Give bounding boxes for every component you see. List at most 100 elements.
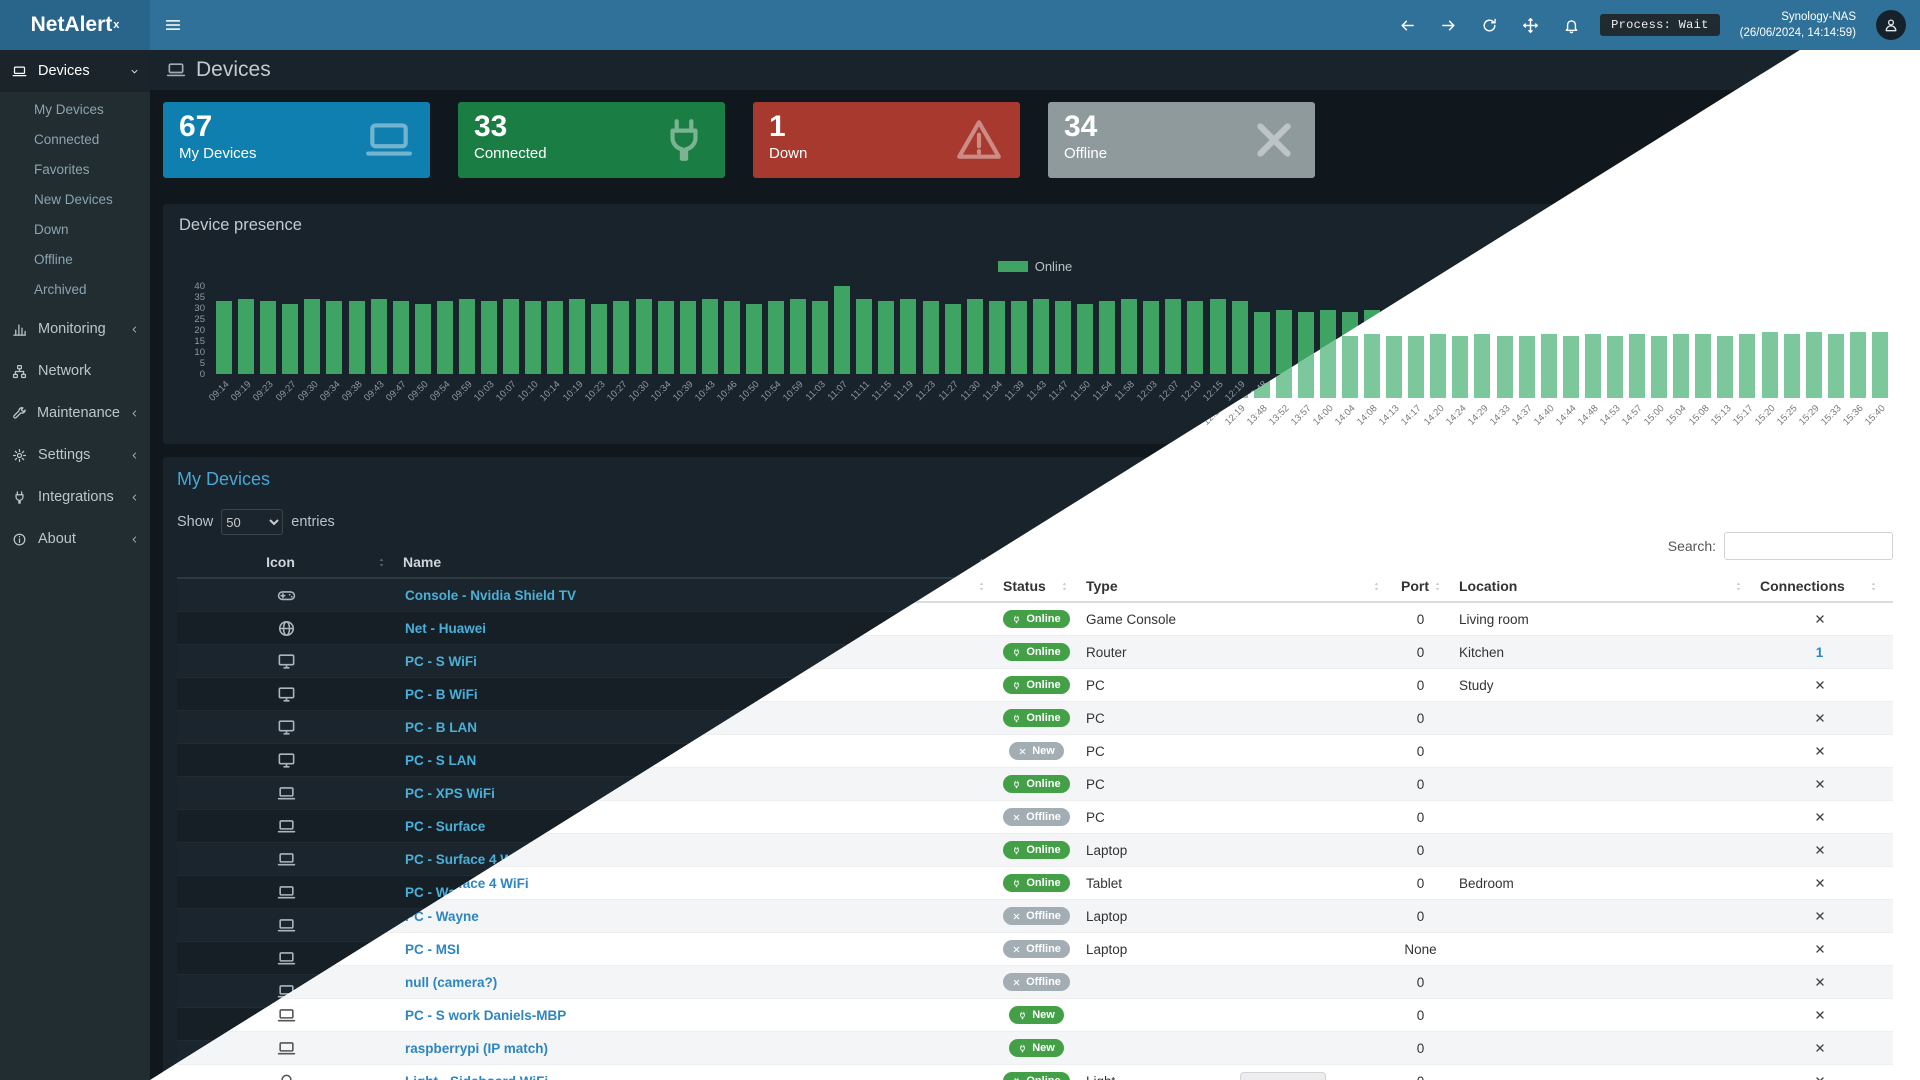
- sidebar-item-monitoring[interactable]: Monitoring: [0, 308, 150, 350]
- device-name-link[interactable]: PC - XPS WiFi: [405, 785, 495, 801]
- host-info: Synology-NAS (26/06/2024, 14:14:59): [1740, 9, 1856, 41]
- x-tick-label: 10:23: [582, 379, 608, 404]
- column-header-icon[interactable]: Icon: [177, 547, 395, 577]
- no-connections-icon: [1814, 976, 1826, 988]
- device-name-link[interactable]: PC - Wayne: [405, 908, 479, 924]
- search-input[interactable]: [1724, 532, 1893, 560]
- no-connections-icon: [1814, 613, 1826, 625]
- x-small-icon: [1012, 978, 1021, 987]
- presence-bar: 10:10: [516, 286, 544, 404]
- x-tick-label: 13:57: [1289, 403, 1314, 428]
- submenu-item-connected[interactable]: Connected: [34, 131, 100, 147]
- device-type-cell: Game Console: [1086, 611, 1177, 627]
- column-header-connections[interactable]: Connections: [1752, 571, 1887, 601]
- submenu-item-down[interactable]: Down: [34, 221, 69, 237]
- device-name-link[interactable]: raspberrypi (IP match): [405, 1040, 549, 1056]
- column-header-status[interactable]: Status: [995, 571, 1078, 601]
- arrow-right-icon[interactable]: [1440, 17, 1457, 34]
- bell-icon[interactable]: [1563, 17, 1580, 34]
- submenu-item-offline[interactable]: Offline: [34, 251, 73, 267]
- device-name-link[interactable]: PC - S WiFi: [405, 653, 477, 669]
- device-name-link[interactable]: PC - Surface 4 WiFi: [405, 851, 529, 867]
- laptop-icon: [364, 115, 414, 165]
- device-name-link[interactable]: PC - B LAN: [405, 719, 477, 735]
- device-name-link[interactable]: PC - B WiFi: [405, 686, 478, 702]
- refresh-icon[interactable]: [1481, 17, 1498, 34]
- sidebar-item-settings[interactable]: Settings: [0, 434, 150, 476]
- device-name-link[interactable]: Light - Sideboard WiFi: [405, 1074, 548, 1080]
- status-badge: Offline: [1003, 907, 1070, 925]
- submenu-item-new-devices[interactable]: New Devices: [34, 191, 113, 207]
- presence-bar: 12:03: [1135, 286, 1162, 404]
- sidebar-item-integrations[interactable]: Integrations: [0, 476, 150, 518]
- device-name-link[interactable]: Console - Nvidia Shield TV: [405, 587, 577, 603]
- x-tick-label: 11:23: [914, 379, 939, 404]
- column-header-name[interactable]: Name: [395, 547, 995, 577]
- table-row[interactable]: Light - Sideboard WiFi Online Light0: [177, 1065, 1893, 1080]
- device-name-link[interactable]: PC - Surface: [405, 818, 486, 834]
- submenu-item-archived[interactable]: Archived: [34, 281, 87, 297]
- arrow-left-icon[interactable]: [1399, 17, 1416, 34]
- presence-bar: 11:03: [804, 286, 831, 403]
- presence-bar: 14:33: [1488, 310, 1516, 428]
- presence-bar: 14:57: [1620, 310, 1648, 428]
- x-tick-label: 09:14: [207, 379, 232, 404]
- entries-label: entries: [291, 514, 335, 530]
- column-header-port[interactable]: Port: [1390, 571, 1451, 601]
- presence-bar: 09:43: [362, 286, 390, 404]
- submenu-item-favorites[interactable]: Favorites: [34, 161, 90, 177]
- x-tick-label: 13:52: [1266, 403, 1292, 428]
- x-tick-label: 15:40: [1863, 403, 1888, 428]
- move-icon[interactable]: [1522, 17, 1539, 34]
- device-icon-cell: [177, 586, 395, 605]
- device-icon-cell: [177, 652, 395, 671]
- connections-count-link[interactable]: 1: [1815, 644, 1824, 660]
- device-name-link[interactable]: PC - MSI: [405, 941, 460, 957]
- sidebar-item-about[interactable]: About: [0, 518, 150, 560]
- device-icon-cell: [177, 685, 395, 704]
- hamburger-menu-button[interactable]: [150, 0, 196, 50]
- sidebar-item-network[interactable]: Network: [0, 350, 150, 392]
- column-header-type[interactable]: Type: [1078, 571, 1390, 601]
- network-icon: [12, 364, 29, 379]
- sidebar-item-devices[interactable]: Devices: [0, 50, 150, 92]
- page-size-select[interactable]: 50: [221, 509, 284, 535]
- device-location-cell: Kitchen: [1459, 644, 1505, 660]
- laptop-icon: [277, 916, 296, 935]
- device-name-cell: PC - XPS WiFi: [395, 786, 995, 801]
- column-header-location[interactable]: Location: [1451, 571, 1752, 601]
- avatar[interactable]: [1876, 10, 1906, 40]
- pagination-button[interactable]: Previous: [1240, 1072, 1326, 1080]
- device-name-cell: PC - S work Daniels-MBP: [395, 1008, 995, 1023]
- table-row[interactable]: raspberrypi (IP match) New 0: [177, 1032, 1893, 1065]
- sidebar-item-maintenance[interactable]: Maintenance: [0, 392, 150, 434]
- presence-bar: 09:38: [340, 286, 367, 404]
- device-icon-cell: [177, 949, 395, 968]
- table-row[interactable]: PC - Wayne Offline Laptop 0: [177, 900, 1893, 933]
- device-icon-cell: [177, 817, 395, 836]
- device-connections-cell: [1752, 712, 1887, 724]
- legend-swatch: [997, 260, 1028, 272]
- device-name-link[interactable]: Net - Huawei: [405, 620, 487, 636]
- laptop-icon: [166, 60, 186, 80]
- device-type-cell: Light: [1078, 1074, 1390, 1080]
- device-name-link[interactable]: null (camera?): [405, 974, 498, 990]
- device-icon-cell: [177, 784, 395, 803]
- device-name-link[interactable]: PC - S LAN: [405, 752, 477, 768]
- y-tick-label: 10: [194, 347, 205, 358]
- table-row[interactable]: PC - MSI Offline Laptop None: [177, 933, 1893, 966]
- presence-bar: 14:13: [1377, 310, 1405, 428]
- no-connections-icon: [1814, 1042, 1826, 1054]
- table-row[interactable]: null (camera?) Offline 0: [177, 966, 1893, 999]
- presence-bar: 09:27: [273, 286, 301, 404]
- table-row[interactable]: PC - S work Daniels-MBP New 0: [177, 999, 1893, 1032]
- device-name-link[interactable]: PC - S work Daniels-MBP: [405, 1007, 567, 1023]
- status-badge: Online: [1003, 874, 1070, 892]
- submenu-item-my-devices[interactable]: My Devices: [34, 101, 104, 117]
- presence-bar: 15:40: [1863, 310, 1891, 428]
